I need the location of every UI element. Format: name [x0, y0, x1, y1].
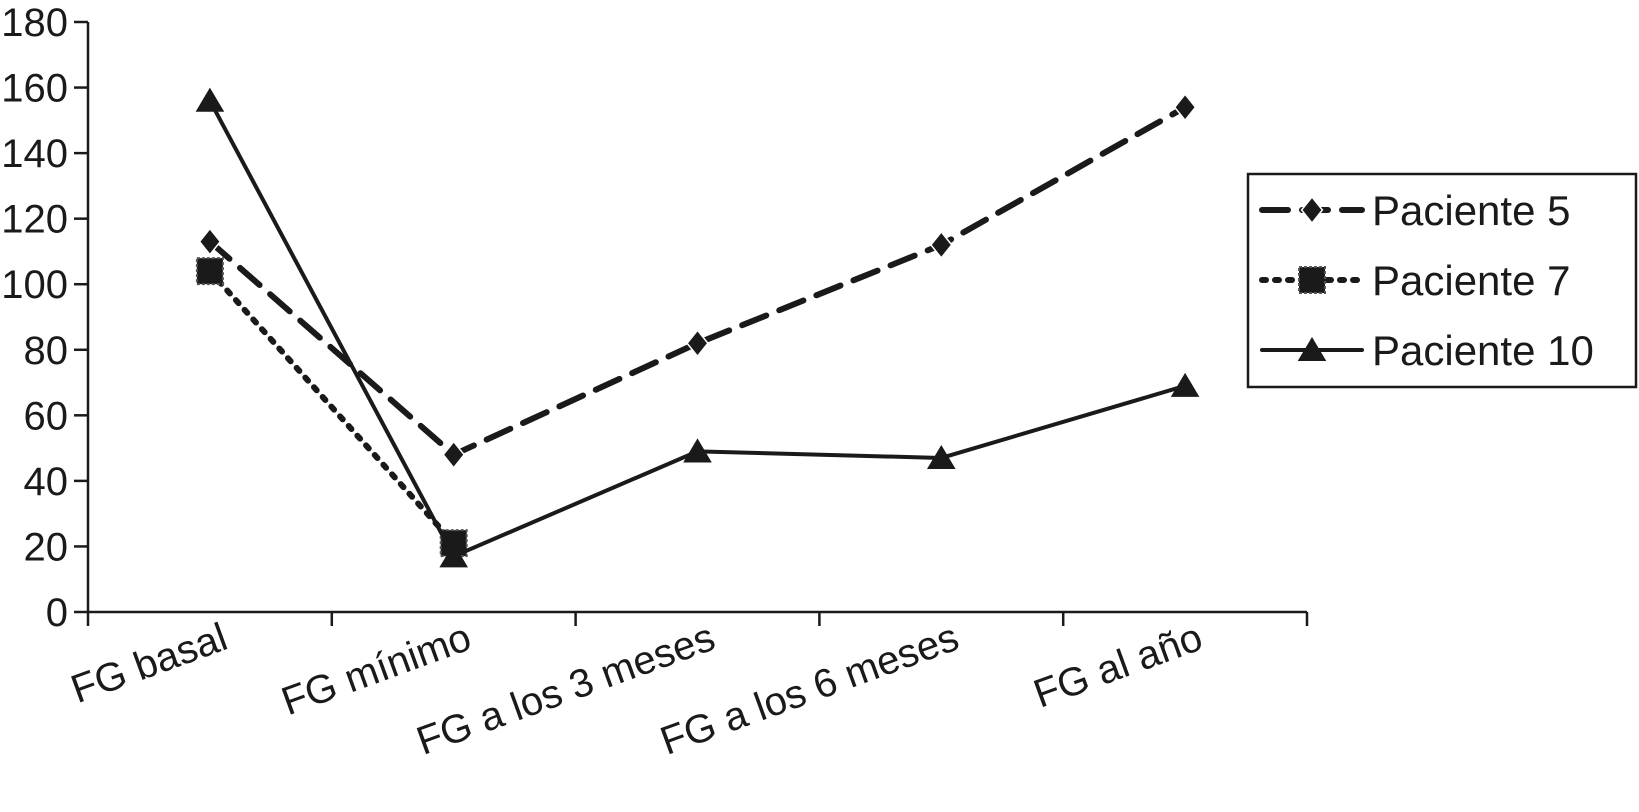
- series-layer: [195, 87, 1200, 568]
- y-tick-label: 60: [24, 394, 69, 438]
- y-tick-label: 140: [1, 132, 68, 176]
- y-tick-label: 40: [24, 460, 69, 504]
- data-point-marker: [439, 543, 468, 568]
- series-3: [195, 87, 1200, 568]
- data-point-marker: [195, 257, 224, 286]
- series-line: [207, 98, 1188, 559]
- data-point-marker: [442, 440, 466, 469]
- axes: [86, 22, 1307, 614]
- series-line: [206, 268, 457, 547]
- y-axis-ticks: 0 20 40 60 80 100 120 140 160 180: [1, 1, 88, 635]
- data-point-marker: [195, 87, 225, 112]
- data-point-marker: [1170, 372, 1200, 397]
- y-tick-label: 120: [1, 198, 68, 242]
- legend-label: Paciente 7: [1372, 257, 1570, 304]
- legend-item: Paciente 10: [1260, 327, 1594, 374]
- y-tick-label: 160: [1, 67, 68, 111]
- data-point-marker: [1173, 93, 1197, 122]
- data-point-marker: [927, 444, 956, 469]
- data-point-marker: [683, 438, 712, 463]
- legend-item: Paciente 7: [1259, 257, 1570, 304]
- legend-label: Paciente 5: [1372, 187, 1570, 234]
- legend-items: Paciente 5 Paciente 7 Paciente 10: [1259, 187, 1594, 374]
- legend-item: Paciente 5: [1259, 187, 1570, 234]
- legend-marker: [1298, 266, 1326, 294]
- series-1: [198, 93, 1197, 469]
- y-tick-label: 20: [24, 525, 69, 569]
- data-point-marker: [198, 227, 222, 256]
- legend-marker: [1300, 195, 1324, 225]
- series-2: [195, 257, 468, 558]
- y-tick-label: 100: [1, 263, 68, 307]
- legend-label: Paciente 10: [1372, 327, 1594, 374]
- data-point-marker: [686, 329, 709, 358]
- series-line: [206, 104, 1189, 458]
- data-point-marker: [929, 230, 953, 260]
- y-tick-label: 180: [1, 1, 68, 45]
- x-tick-label: FG mínimo: [276, 615, 477, 724]
- x-tick-label: FG al año: [1028, 615, 1208, 716]
- x-tick-label: FG basal: [65, 615, 233, 712]
- y-tick-label: 0: [46, 591, 68, 635]
- y-tick-label: 80: [24, 329, 69, 373]
- legend-marker: [1297, 337, 1327, 362]
- legend: Paciente 5 Paciente 7 Paciente 10: [1246, 172, 1638, 389]
